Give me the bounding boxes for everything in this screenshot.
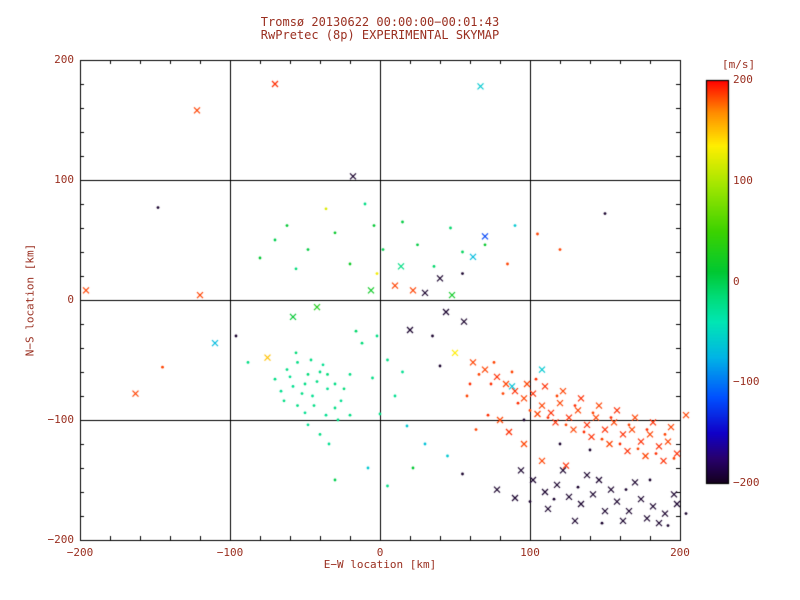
plot-title-line1: Tromsø 20130622 00:00:00−00:01:43: [260, 15, 500, 29]
x-tick-label: −200: [66, 546, 94, 559]
colorbar-tick-label: 200: [733, 73, 753, 86]
y-tick-label: 0: [67, 293, 74, 306]
colorbar-tick-label: −100: [733, 375, 760, 389]
plot-title: Tromsø 20130622 00:00:00−00:01:43 RwPret…: [261, 16, 499, 42]
y-tick-label: 100: [54, 173, 74, 186]
x-tick-label: 200: [670, 546, 690, 559]
x-tick-label: 100: [520, 546, 540, 559]
y-tick-label: 200: [54, 53, 74, 66]
colorbar-tick-label: 0: [733, 274, 740, 288]
x-tick-label: −100: [216, 546, 244, 559]
x-axis-label: E−W location [km]: [323, 558, 437, 571]
y-tick-label: −200: [47, 533, 75, 546]
plot-title-line2: RwPretec (8p) EXPERIMENTAL SKYMAP: [260, 28, 500, 42]
colorbar-tick-label: −200: [733, 476, 760, 489]
x-tick-label: 0: [376, 546, 384, 559]
colorbar-unit-label: [m/s]: [722, 58, 756, 71]
colorbar-tick-label: 100: [733, 173, 753, 187]
y-tick-label: −100: [47, 413, 75, 426]
